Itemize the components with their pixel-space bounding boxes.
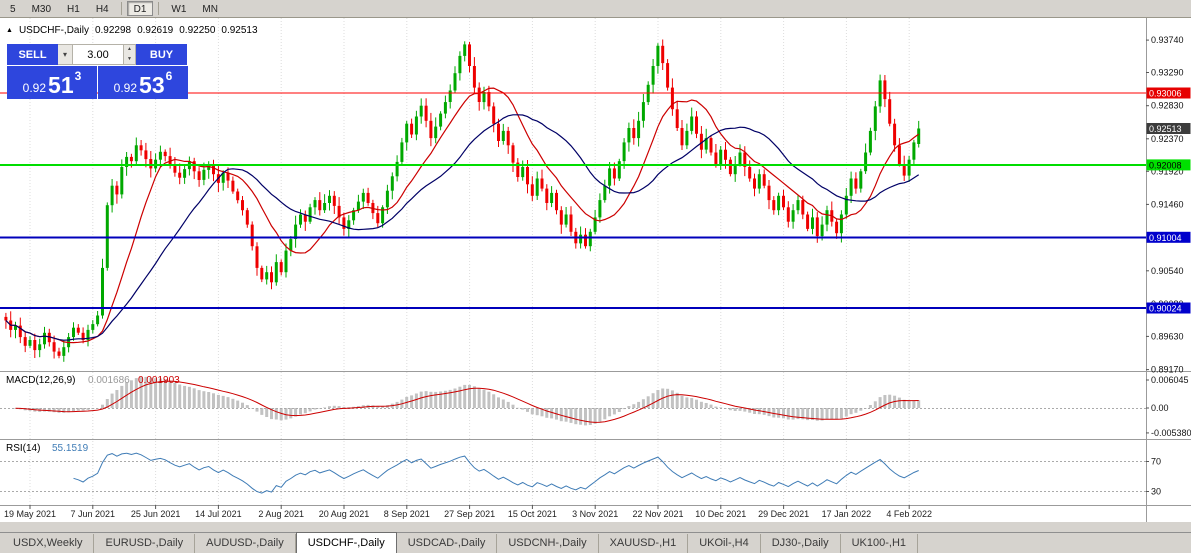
timeframe-button-5[interactable]: 5 [10, 4, 16, 15]
macd-signal-line [15, 380, 919, 423]
buy-price-big: 53 [139, 72, 165, 98]
timeframe-toolbar: 5 M30 H1 H4 D1 W1 MN [0, 0, 1191, 18]
candles [4, 39, 921, 362]
price-badge-text: 0.92008 [1149, 160, 1182, 170]
price-tick: 0.90540 [1151, 266, 1184, 276]
volume-spinner[interactable]: ▲ ▼ [123, 44, 136, 65]
symbol-header: ▲ USDCHF-,Daily 0.92298 0.92619 0.92250 … [6, 25, 258, 36]
timeframe-button-h1[interactable]: H1 [67, 4, 80, 15]
macd-axis-tick: 0.00 [1151, 403, 1169, 413]
timeframe-button-m30[interactable]: M30 [31, 4, 52, 15]
macd-value-signal: 0.001903 [138, 375, 180, 386]
price-tick: 0.93290 [1151, 68, 1184, 78]
volume-spin-down-icon[interactable]: ▼ [127, 55, 132, 62]
chart-canvas[interactable]: 0.937400.932900.928300.923700.919200.914… [0, 18, 1191, 522]
date-label: 20 Aug 2021 [319, 509, 370, 519]
price-badge-text: 0.92513 [1149, 124, 1182, 134]
price-tick: 0.89630 [1151, 331, 1184, 341]
chart-tab-usdx-weekly[interactable]: USDX,Weekly [2, 534, 95, 553]
timeframe-button-w1[interactable]: W1 [171, 4, 187, 15]
rsi-value: 55.1519 [52, 443, 89, 454]
date-label: 27 Sep 2021 [444, 509, 495, 519]
rsi-axis-tick: 30 [1151, 487, 1161, 497]
ohlc-open: 0.92298 [94, 25, 132, 36]
date-label: 15 Oct 2021 [508, 509, 557, 519]
buy-button[interactable]: BUY [136, 44, 187, 65]
chart-tab-dj30-daily[interactable]: DJ30-,Daily [761, 534, 841, 553]
date-label: 10 Dec 2021 [695, 509, 746, 519]
price-tick: 0.92370 [1151, 134, 1184, 144]
date-label: 29 Dec 2021 [758, 509, 809, 519]
date-label: 25 Jun 2021 [131, 509, 181, 519]
date-label: 8 Sep 2021 [384, 509, 430, 519]
chart-window: 0.93740 0.93290 0.92830 0.92370 0.91920 0.914… [0, 18, 1191, 522]
timeframe-button-mn[interactable]: MN [202, 4, 218, 15]
toolbar-separator [120, 2, 122, 15]
chart-tab-audusd-daily[interactable]: AUDUSD-,Daily [195, 534, 296, 553]
chart-tab-xauusd-h1[interactable]: XAUUSD-,H1 [599, 534, 689, 553]
price-badge-0.92008 [1146, 159, 1191, 171]
macd-label: MACD(12,26,9) [6, 375, 75, 386]
macd-value-main: 0.001686 [88, 375, 130, 386]
rsi-axis-tick: 70 [1151, 457, 1161, 467]
toolbar-separator [158, 2, 160, 15]
ohlc-low: 0.92250 [179, 25, 216, 36]
chart-tab-usdchf-daily[interactable]: USDCHF-,Daily [295, 532, 397, 553]
price-badge-0.93006 [1146, 87, 1191, 99]
ma-slow-line [5, 114, 920, 341]
date-label: 22 Nov 2021 [632, 509, 683, 519]
volume-dropdown-icon[interactable]: ▾ [58, 44, 73, 65]
price-badge-0.91004 [1146, 231, 1191, 243]
date-label: 19 May 2021 [4, 509, 56, 519]
chart-tabbar: USDX,Weekly EURUSD-,Daily AUDUSD-,Daily USD… [0, 532, 1191, 553]
buy-price-prefix: 0.92 [113, 81, 138, 95]
chart-tab-usdcnh-daily[interactable]: USDCNH-,Daily [497, 534, 599, 553]
ma-fast-line [5, 87, 920, 344]
symbol-name: USDCHF-,Daily [18, 25, 89, 36]
chart-tab-eurusd-daily[interactable]: EURUSD-,Daily [94, 534, 196, 553]
price-tick: 0.92830 [1151, 101, 1184, 111]
buy-price-sup: 6 [165, 69, 173, 83]
date-label: 4 Feb 2022 [886, 509, 932, 519]
date-label: 7 Jun 2021 [71, 509, 116, 519]
macd-axis-tick: 0.006045 [1151, 375, 1189, 385]
volume-spin-up-icon[interactable]: ▲ [127, 46, 132, 52]
price-tick: 0.91460 [1151, 199, 1184, 209]
macd-axis-tick: -0.005380 [1151, 428, 1191, 438]
volume-input[interactable]: 3.00 [73, 44, 123, 65]
rsi-line [73, 452, 919, 494]
date-label: 2 Aug 2021 [258, 509, 304, 519]
sell-price-sup: 3 [74, 69, 82, 83]
price-badge-text: 0.91004 [1149, 233, 1182, 243]
timeframe-button-d1[interactable]: D1 [126, 1, 154, 16]
date-label: 17 Jan 2022 [822, 509, 872, 519]
price-tick: 0.91920 [1151, 166, 1184, 176]
price-tick: 0.93740 [1151, 35, 1184, 45]
one-click-trading-panel: SELL ▾ 3.00 ▲ ▼ BUY 0.92 51 3 0.92 53 6 [7, 44, 188, 99]
chart-tab-usdcad-daily[interactable]: USDCAD-,Daily [397, 534, 498, 553]
buy-price-display[interactable]: 0.92 53 6 [98, 66, 188, 99]
sell-button[interactable]: SELL [7, 44, 58, 65]
price-badge-0.92513 [1146, 123, 1191, 134]
price-badge-text: 0.90024 [1149, 304, 1182, 314]
chart-tab-ukoil-h4[interactable]: UKOil-,H4 [688, 534, 761, 553]
sell-price-prefix: 0.92 [22, 81, 47, 95]
timeframe-button-h4[interactable]: H4 [95, 4, 109, 15]
date-label: 14 Jul 2021 [195, 509, 242, 519]
chart-tab-uk100-h1[interactable]: UK100-,H1 [841, 534, 919, 553]
price-tick: 0.89170 [1151, 365, 1184, 375]
sell-price-big: 51 [48, 72, 74, 98]
rsi-label: RSI(14) [6, 443, 40, 454]
symbol-arrow-icon: ▲ [6, 27, 13, 34]
sell-price-display[interactable]: 0.92 51 3 [7, 66, 97, 99]
price-badge-0.90024 [1146, 302, 1191, 314]
price-badge-text: 0.93006 [1149, 89, 1182, 99]
bottom-strip [0, 522, 1191, 532]
date-label: 3 Nov 2021 [572, 509, 618, 519]
ohlc-high: 0.92619 [137, 25, 174, 36]
ohlc-close: 0.92513 [221, 25, 258, 36]
